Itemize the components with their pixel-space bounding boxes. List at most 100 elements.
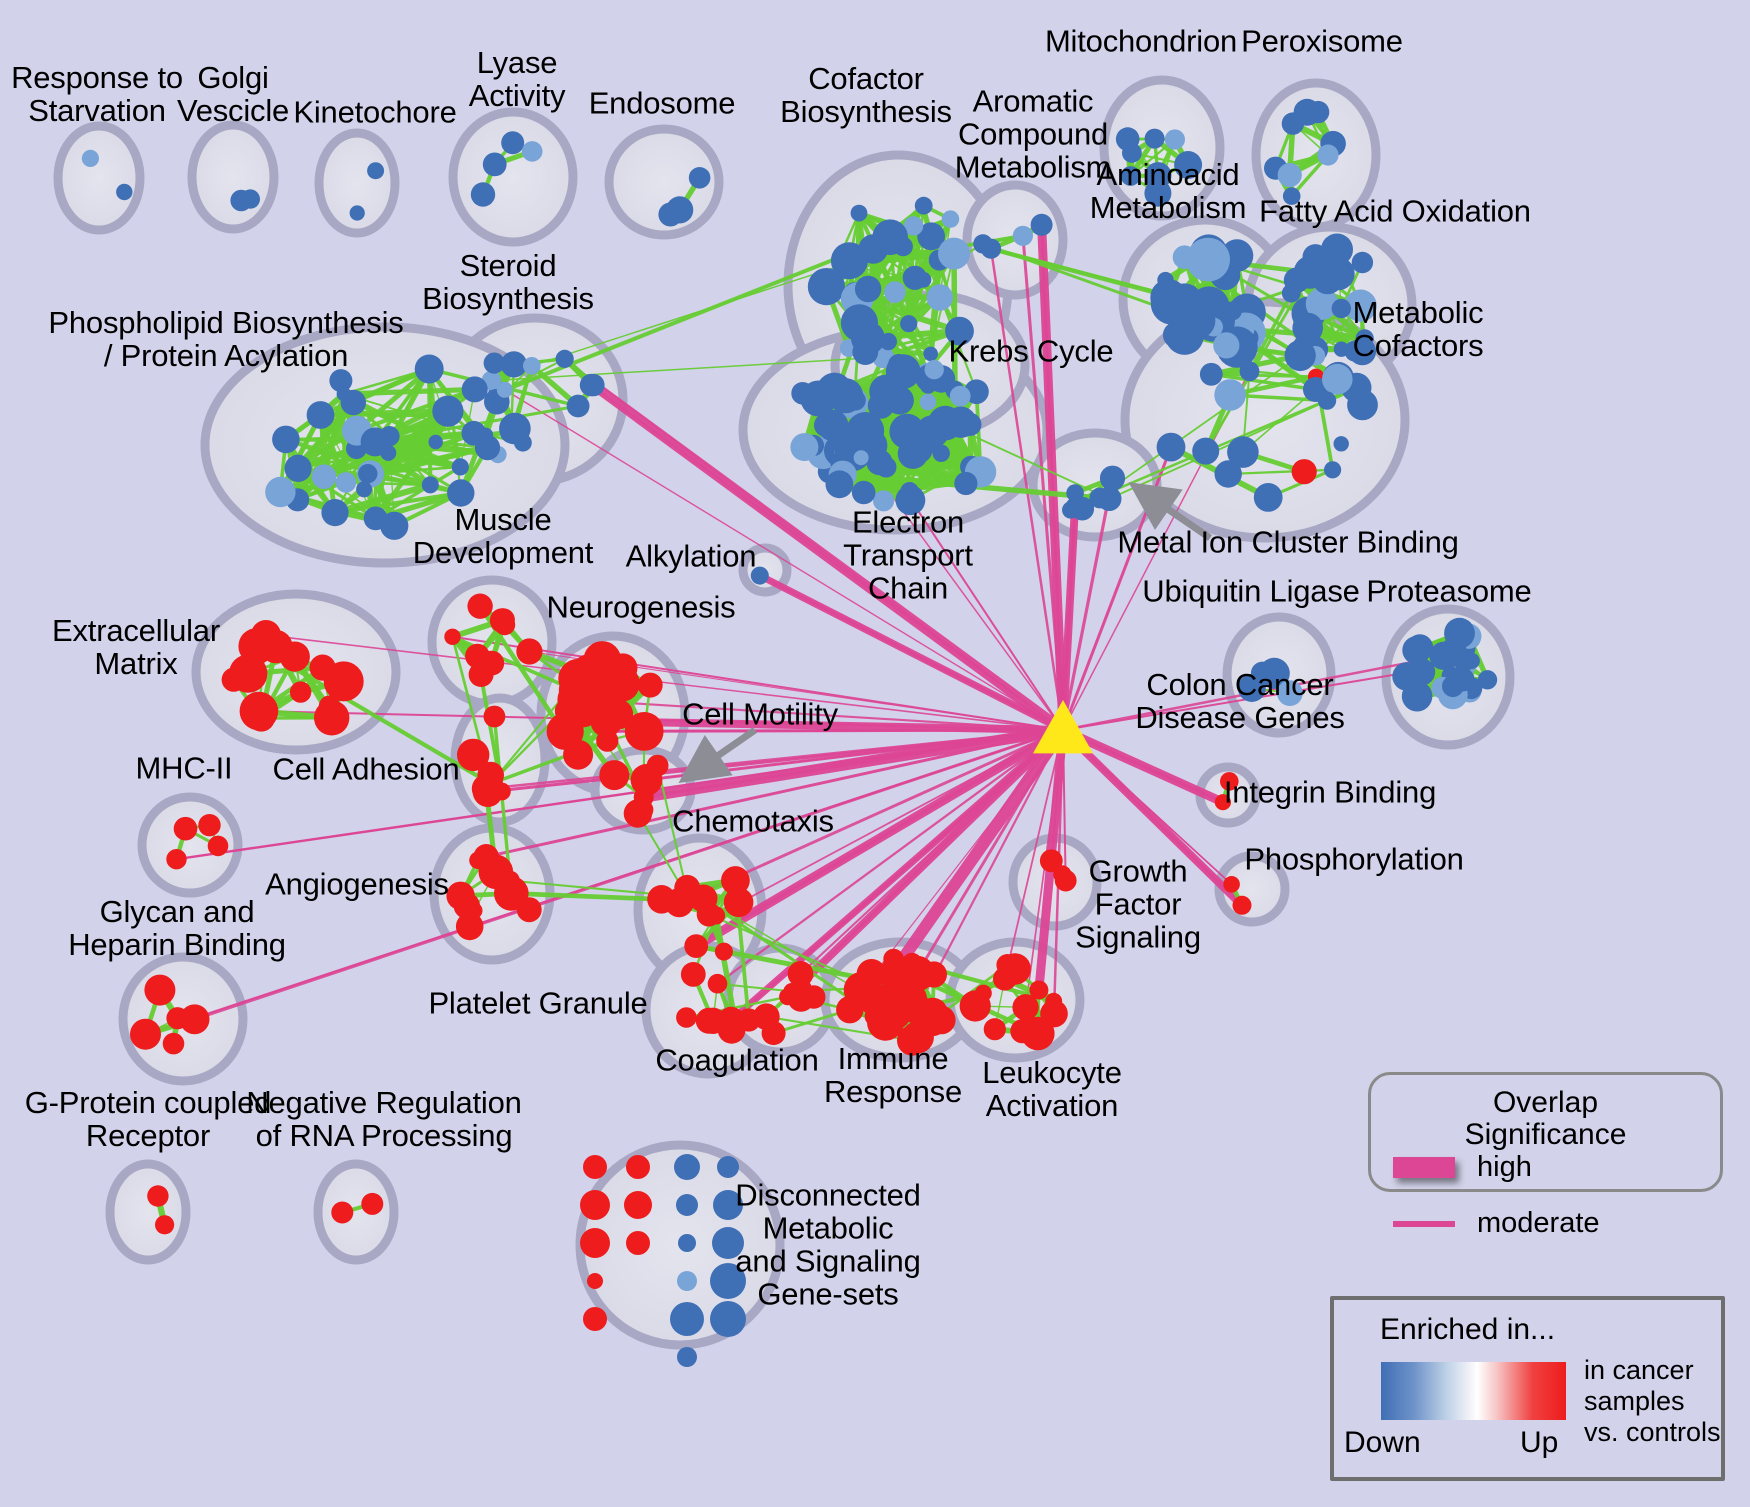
annotation-arrows: [678, 482, 1212, 783]
cluster-halo-negative-regulation-of-rna-processing: [313, 1159, 399, 1265]
gene-set-node: [1253, 483, 1283, 512]
gene-set-node: [902, 995, 931, 1025]
disconnected-gene-set-node: [624, 1191, 652, 1219]
gene-set-node: [474, 435, 501, 461]
arrow-metal-ion-cluster-binding: [1128, 482, 1212, 541]
gene-set-node: [428, 434, 443, 450]
gene-set-node: [478, 854, 514, 890]
gene-set-node: [1030, 213, 1053, 236]
gene-set-node: [853, 450, 869, 466]
gene-set-node: [329, 369, 353, 393]
gene-set-node: [1144, 128, 1165, 149]
hub-edge-thin: [590, 384, 1064, 731]
gene-set-node: [816, 372, 853, 409]
gene-set-node: [941, 210, 960, 228]
hub-edge-thin: [861, 729, 1064, 991]
gene-set-node: [1012, 225, 1033, 246]
gene-set-node: [147, 1185, 169, 1207]
gene-set-node: [1305, 287, 1339, 320]
gene-set-node: [1292, 312, 1323, 344]
gene-set-node: [1237, 674, 1266, 702]
gene-set-node: [1115, 127, 1140, 151]
hub-edge-thin: [564, 358, 1064, 731]
gene-set-node: [1120, 166, 1141, 186]
gene-set-node: [162, 1032, 185, 1055]
legend-entry-moderate: moderate: [1393, 1207, 1600, 1240]
disconnected-gene-set-node: [674, 1154, 700, 1180]
gene-set-node: [155, 1215, 175, 1235]
gene-set-node: [927, 1005, 956, 1035]
gene-set-node: [873, 490, 895, 512]
gene-set-node: [130, 1018, 161, 1050]
gene-set-node: [447, 479, 475, 507]
legend-enrichment-side-text: in cancer samples vs. controls: [1584, 1355, 1721, 1447]
gene-set-node: [919, 393, 937, 411]
disconnected-gene-set-node: [713, 1190, 743, 1220]
gene-set-node: [331, 1201, 354, 1224]
overlap-edge: [355, 367, 431, 433]
gene-set-node: [983, 1018, 1006, 1041]
hub-edge-growth-factor-signaling: [1062, 729, 1067, 881]
gene-set-node: [680, 962, 706, 987]
gene-set-node: [1220, 772, 1239, 791]
gene-set-node: [1322, 363, 1353, 395]
cluster-halo-g-protein-coupled-receptor: [105, 1159, 191, 1265]
hub-edge-thin: [1040, 224, 1065, 731]
gene-set-node: [761, 1021, 786, 1046]
gene-set-node: [958, 412, 982, 436]
gene-set-node: [1291, 459, 1317, 485]
disconnected-gene-set-node: [583, 1155, 607, 1179]
gene-set-node: [825, 470, 854, 499]
gene-set-node: [608, 653, 638, 683]
hub-edge-thin: [1062, 729, 1233, 885]
gene-set-node: [566, 394, 590, 418]
hub-edge-thin: [504, 389, 1064, 731]
gene-set-node: [81, 149, 99, 167]
gene-set-node: [501, 131, 525, 155]
gene-set-node: [1402, 636, 1431, 665]
gene-set-node: [1317, 144, 1339, 166]
gene-set-node: [421, 476, 439, 494]
overlap-edge: [341, 392, 398, 527]
gene-set-node: [917, 222, 945, 251]
gene-set-node: [523, 357, 541, 375]
gene-set-node: [1321, 257, 1355, 291]
gene-set-node: [318, 695, 340, 717]
gene-set-node: [442, 407, 461, 425]
gene-set-node: [1214, 379, 1246, 411]
gene-set-node: [689, 884, 718, 913]
gene-set-node: [166, 1007, 189, 1030]
gene-set-node: [239, 691, 279, 731]
overlap-edge: [285, 437, 431, 487]
gene-set-node: [1355, 329, 1374, 348]
disconnected-gene-set-node: [678, 1234, 696, 1252]
gene-set-node: [1214, 460, 1242, 488]
hub-edge-thin: [687, 728, 1064, 900]
gene-set-node: [695, 1007, 722, 1034]
gene-set-node: [882, 954, 910, 983]
cluster-halo-response-to-starvation: [53, 121, 145, 235]
gene-set-node: [599, 760, 630, 791]
gene-set-node: [516, 897, 542, 923]
hub-edge-thin: [1061, 477, 1115, 731]
disconnected-gene-set-node: [677, 1271, 697, 1291]
gene-set-node: [1222, 301, 1242, 321]
legend-entry-high: high: [1393, 1151, 1532, 1184]
gene-set-node: [924, 360, 944, 380]
gene-set-node: [1223, 876, 1240, 893]
gene-set-node: [974, 984, 992, 1002]
disconnected-gene-set-node: [580, 1190, 610, 1220]
gene-set-node: [173, 816, 198, 841]
gene-set-node: [555, 349, 574, 368]
gene-set-node: [647, 885, 676, 914]
gene-set-node: [116, 183, 133, 201]
gene-set-node: [1012, 994, 1039, 1021]
gene-set-node: [468, 662, 494, 687]
gene-set-node: [999, 953, 1031, 985]
hub-edge-thin: [787, 729, 1064, 998]
gene-set-node: [850, 204, 868, 222]
gene-set-node: [1029, 980, 1049, 1000]
overlap-edge: [511, 891, 662, 902]
gene-set-node: [272, 425, 300, 454]
gene-set-node: [945, 316, 974, 346]
